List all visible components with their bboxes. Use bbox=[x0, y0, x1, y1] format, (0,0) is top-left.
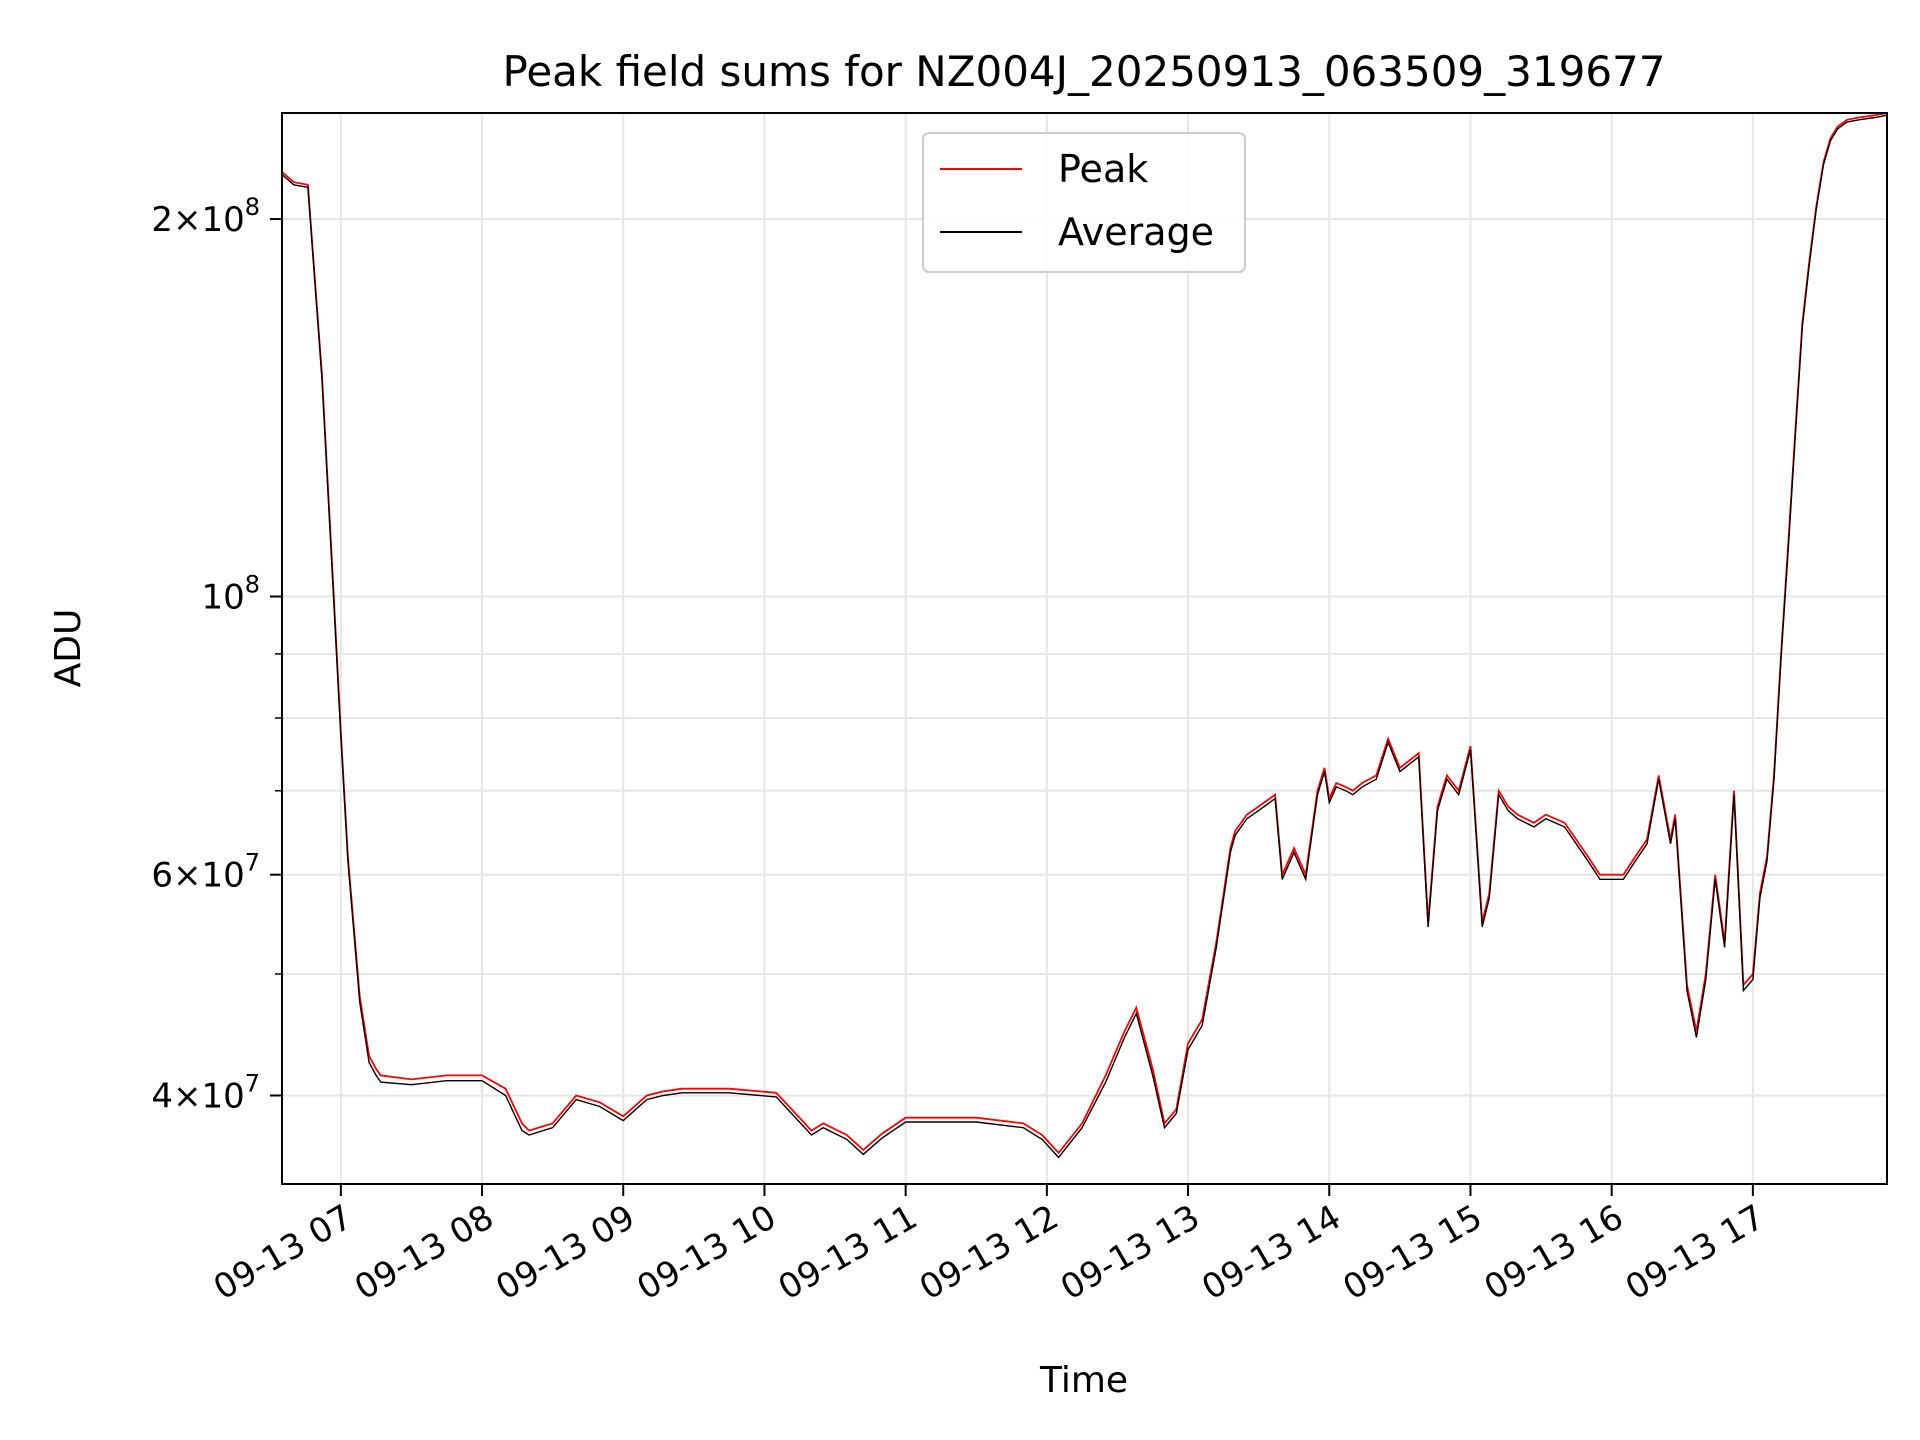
series-lines bbox=[281, 112, 1888, 1159]
x-axis-label: Time bbox=[1039, 1360, 1128, 1401]
legend-label-peak: Peak bbox=[1058, 147, 1148, 191]
chart-title: Peak field sums for NZ004J_20250913_0635… bbox=[503, 47, 1666, 96]
series-line-average bbox=[281, 114, 1888, 1159]
y-axis-label: ADU bbox=[48, 609, 89, 688]
y-tick-label: 108 bbox=[201, 571, 260, 618]
y-tick-label: 2×108 bbox=[151, 193, 260, 240]
y-tick-exponent: 7 bbox=[245, 849, 260, 877]
y-tick-exponent: 7 bbox=[245, 1069, 260, 1097]
y-tick-mantissa: 4×10 bbox=[151, 1076, 244, 1116]
y-tick-exponent: 8 bbox=[245, 193, 260, 221]
y-tick-exponent: 8 bbox=[245, 571, 260, 599]
y-tick-label: 6×107 bbox=[151, 849, 260, 896]
legend-label-average: Average bbox=[1058, 210, 1214, 254]
y-tick-mantissa: 2×10 bbox=[151, 200, 244, 240]
legend: Peak Average bbox=[922, 132, 1246, 273]
legend-box bbox=[922, 132, 1246, 273]
y-tick-mantissa: 10 bbox=[201, 578, 244, 618]
y-tick-mantissa: 6×10 bbox=[151, 856, 244, 896]
plot-frame bbox=[281, 112, 1888, 1185]
y-tick-label: 4×107 bbox=[151, 1069, 260, 1116]
